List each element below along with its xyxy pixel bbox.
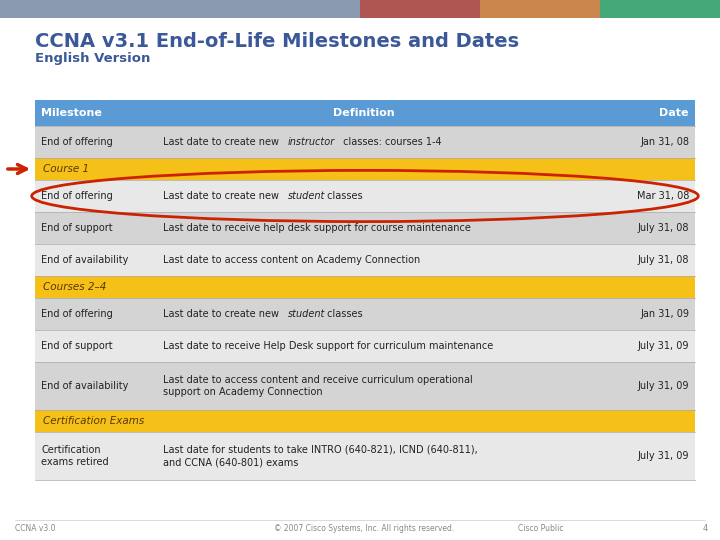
Text: Last date to access content on Academy Connection: Last date to access content on Academy C… — [163, 255, 420, 265]
Text: © 2007 Cisco Systems, Inc. All rights reserved.: © 2007 Cisco Systems, Inc. All rights re… — [274, 524, 454, 533]
Text: student: student — [288, 191, 325, 201]
Bar — [35, 244, 695, 276]
Text: Last date to create new: Last date to create new — [163, 137, 282, 147]
Text: Last date to receive Help Desk support for curriculum maintenance: Last date to receive Help Desk support f… — [163, 341, 493, 351]
Text: Courses 2–4: Courses 2–4 — [43, 282, 107, 292]
Text: End of offering: End of offering — [41, 191, 113, 201]
Text: July 31, 08: July 31, 08 — [637, 223, 689, 233]
Text: Last date to create new: Last date to create new — [163, 191, 282, 201]
Text: classes: classes — [324, 309, 363, 319]
Text: Milestone: Milestone — [41, 108, 102, 118]
Text: Jan 31, 08: Jan 31, 08 — [640, 137, 689, 147]
Text: July 31, 09: July 31, 09 — [637, 341, 689, 351]
Text: Last date to access content and receive curriculum operational
support on Academ: Last date to access content and receive … — [163, 375, 473, 397]
Text: Mar 31, 08: Mar 31, 08 — [636, 191, 689, 201]
Text: English Version: English Version — [35, 52, 150, 65]
Bar — [35, 330, 695, 362]
Text: End of availability: End of availability — [41, 381, 128, 391]
Bar — [35, 158, 695, 180]
Bar — [35, 212, 695, 244]
Text: Date: Date — [660, 108, 689, 118]
Text: instructor: instructor — [288, 137, 335, 147]
Text: Last date to create new: Last date to create new — [163, 309, 282, 319]
Text: End of support: End of support — [41, 341, 112, 351]
Text: July 31, 08: July 31, 08 — [637, 255, 689, 265]
Bar — [35, 276, 695, 298]
Bar — [600, 0, 720, 18]
Text: Cisco Public: Cisco Public — [518, 524, 564, 533]
Text: End of offering: End of offering — [41, 137, 113, 147]
Bar — [35, 180, 695, 212]
Text: CCNA v3.0: CCNA v3.0 — [15, 524, 55, 533]
Text: Course 1: Course 1 — [43, 164, 89, 174]
Text: End of availability: End of availability — [41, 255, 128, 265]
Bar — [480, 0, 600, 18]
Text: Last date for students to take INTRO (640-821), ICND (640-811),
and CCNA (640-80: Last date for students to take INTRO (64… — [163, 445, 478, 467]
Bar — [0, 0, 720, 18]
Bar — [35, 432, 695, 480]
Text: student: student — [288, 309, 325, 319]
Text: Definition: Definition — [333, 108, 394, 118]
Text: Certification Exams: Certification Exams — [43, 416, 144, 426]
Text: July 31, 09: July 31, 09 — [637, 451, 689, 461]
Text: End of support: End of support — [41, 223, 112, 233]
Text: End of offering: End of offering — [41, 309, 113, 319]
Bar — [35, 410, 695, 432]
Bar — [35, 298, 695, 330]
Text: July 31, 09: July 31, 09 — [637, 381, 689, 391]
Text: 4: 4 — [703, 524, 708, 533]
Text: Certification
exams retired: Certification exams retired — [41, 445, 109, 467]
Text: classes: classes — [324, 191, 363, 201]
Bar — [35, 100, 695, 126]
Text: CCNA v3.1 End-of-Life Milestones and Dates: CCNA v3.1 End-of-Life Milestones and Dat… — [35, 32, 519, 51]
Bar — [35, 126, 695, 158]
Text: Last date to receive help desk support for course maintenance: Last date to receive help desk support f… — [163, 223, 471, 233]
Bar — [35, 362, 695, 410]
Text: classes: courses 1-4: classes: courses 1-4 — [340, 137, 441, 147]
Bar — [360, 0, 480, 18]
Text: Jan 31, 09: Jan 31, 09 — [640, 309, 689, 319]
